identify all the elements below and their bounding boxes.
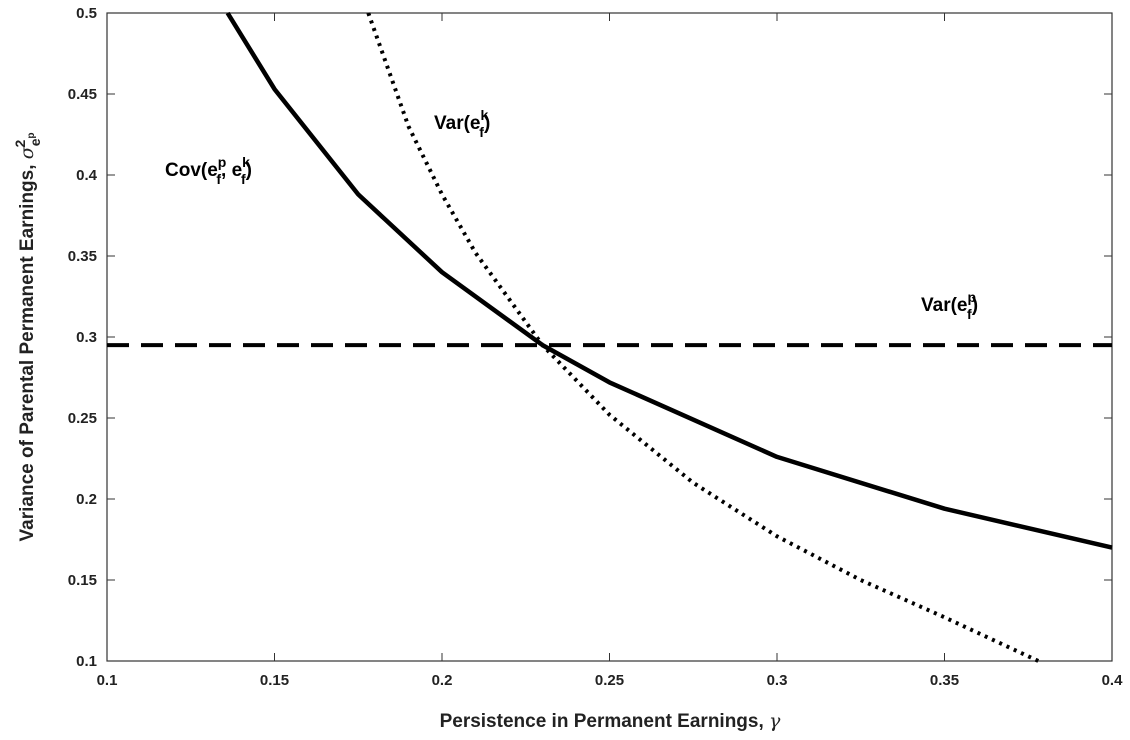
x-tick-label: 0.35 [930, 672, 959, 689]
label-cov-end: ) [246, 160, 252, 181]
plot-frame [106, 12, 1113, 662]
y-axis-title: Variance of Parental Permanent Earnings,… [12, 133, 43, 542]
label-varp-end: ) [972, 295, 978, 316]
y-tick-label: 0.45 [68, 86, 97, 103]
tick-labels: 0.1 0.15 0.2 0.25 0.3 0.35 0.4 0.1 0.15 0.2 0.25 0.… [68, 5, 1123, 689]
y-tick-label: 0.25 [68, 410, 97, 427]
y-tick-label: 0.2 [76, 491, 97, 508]
y-tick-label: 0.35 [68, 248, 97, 265]
x-tick-label: 0.25 [595, 672, 624, 689]
series-label-cov: Cov(ep f, ek f) [165, 154, 252, 187]
y-tick-label: 0.15 [68, 572, 97, 589]
series-label-var-p: Var(ep f) [921, 289, 978, 322]
label-cov-mid: , e [221, 160, 242, 181]
label-cov-base: Cov(e [165, 160, 218, 181]
x-tick-label: 0.2 [432, 672, 453, 689]
y-axis-title-text: Variance of Parental Permanent Earnings, [17, 159, 38, 541]
y-tick-label: 0.5 [76, 5, 97, 22]
label-vark-sup1: k [480, 107, 488, 123]
x-axis-title: Persistence in Permanent Earnings, γ [440, 710, 781, 732]
x-axis-title-text: Persistence in Permanent Earnings, [440, 711, 769, 732]
series-label-var-k: Var(ek f) [434, 107, 490, 140]
series-var-k [366, 12, 1040, 663]
label-varp-base: Var(e [921, 295, 967, 316]
y-axis-symbol-subsup: p [26, 133, 37, 139]
label-cov-sub1: f [216, 171, 221, 187]
ticks [106, 12, 1113, 662]
label-vark-base: Var(e [434, 113, 480, 134]
x-tick-label: 0.1 [97, 672, 118, 689]
series-cov [225, 11, 1113, 550]
label-varp-sub1: f [967, 306, 972, 322]
y-axis-symbol: σ [16, 145, 38, 159]
x-tick-label: 0.15 [260, 672, 289, 689]
label-cov-sup2: k [242, 154, 250, 170]
y-tick-label: 0.1 [76, 653, 97, 670]
label-varp-sup1: p [967, 289, 976, 305]
label-vark-sub1: f [479, 124, 484, 140]
x-tick-label: 0.3 [767, 672, 788, 689]
label-cov-sub2: f [241, 171, 246, 187]
label-vark-end: ) [484, 113, 490, 134]
x-tick-label: 0.4 [1102, 672, 1124, 689]
label-cov-sup1: p [218, 154, 227, 170]
x-axis-symbol: γ [769, 710, 781, 732]
y-tick-label: 0.4 [76, 167, 98, 184]
series-layer [107, 11, 1113, 663]
y-axis-symbol-sub: e [27, 138, 43, 146]
y-axis-symbol-sup: 2 [12, 139, 28, 147]
y-tick-label: 0.3 [76, 329, 97, 346]
